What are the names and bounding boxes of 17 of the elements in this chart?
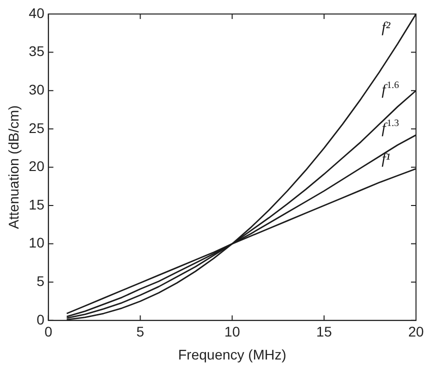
- y-tick-label: 25: [28, 120, 45, 136]
- y-tick-label: 20: [28, 158, 45, 174]
- y-tick-label: 35: [28, 43, 45, 60]
- x-tick-label: 20: [408, 324, 424, 340]
- x-tick-label: 10: [224, 324, 240, 340]
- y-tick-label: 0: [36, 311, 45, 328]
- y-tick-label: 5: [36, 272, 45, 289]
- x-tick-label: 5: [136, 324, 144, 340]
- legend-label: f¹: [382, 152, 391, 168]
- x-axis-title: Frequency (MHz): [178, 346, 286, 362]
- y-tick-label: 15: [28, 196, 45, 212]
- y-axis-title: Attenuation (dB/cm): [5, 105, 22, 230]
- x-tick-label: 15: [316, 324, 332, 340]
- series-label: f²: [382, 20, 391, 36]
- y-tick-label: 30: [28, 81, 45, 98]
- y-tick-label: 40: [28, 4, 45, 21]
- y-tick-label: 10: [28, 234, 45, 251]
